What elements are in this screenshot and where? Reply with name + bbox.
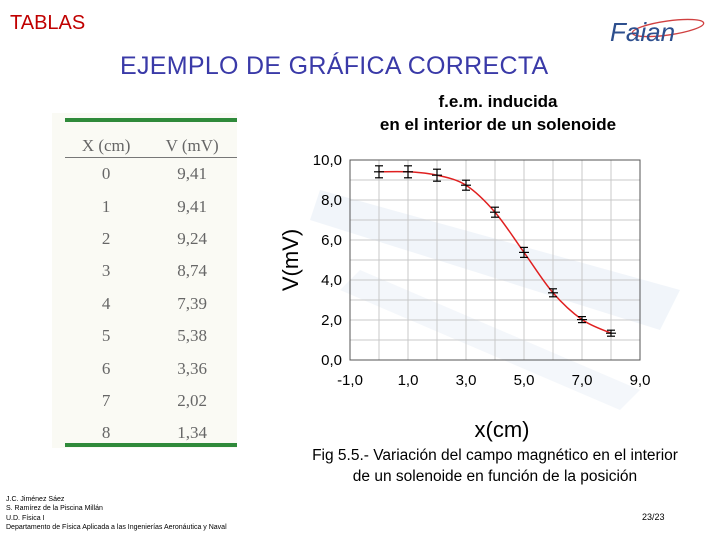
y-tick-label: 10,0 bbox=[313, 152, 342, 169]
table-row: 7 2,02 bbox=[65, 385, 237, 417]
cell-x: 3 bbox=[101, 261, 111, 281]
chart-title-line: f.e.m. inducida bbox=[438, 92, 558, 111]
data-point bbox=[374, 165, 384, 179]
credit-line: J.C. Jiménez Sáez bbox=[6, 496, 65, 503]
y-tick-label: 8,0 bbox=[321, 192, 342, 209]
x-tick-label: 7,0 bbox=[572, 372, 593, 389]
table-row: 4 7,39 bbox=[65, 288, 237, 320]
cell-v: 9,24 bbox=[177, 228, 207, 248]
caption-line-1: Fig 5.5.- Variación del campo magnético … bbox=[312, 447, 678, 464]
credit-line: Departamento de Física Aplicada a las In… bbox=[6, 523, 227, 531]
cell-v: 5,38 bbox=[177, 326, 207, 346]
credit-line: U.D. Física I bbox=[6, 514, 45, 522]
y-tick-label: 6,0 bbox=[321, 232, 342, 249]
x-tick-label: -1,0 bbox=[337, 372, 363, 389]
table-header-v: V (mV) bbox=[147, 135, 237, 158]
table-top-rule bbox=[65, 118, 237, 122]
table-row: 8 1,34 bbox=[65, 417, 237, 449]
data-point bbox=[432, 168, 442, 182]
plot-frame bbox=[349, 159, 641, 361]
y-tick-label: 4,0 bbox=[321, 272, 342, 289]
cell-x: 1 bbox=[101, 196, 111, 216]
data-table-panel: X (cm) V (mV) 0 9,41 1 9,41 2 9,24 3 8,74 4 7,39 5… bbox=[52, 113, 237, 448]
y-tick-label: 0,0 bbox=[321, 352, 342, 369]
cell-x: 5 bbox=[101, 326, 111, 346]
chart-tick-labels: -1,0 1,0 3,0 5,0 7,0 9,0 0,0 2,0 4,0 6,0 8,0 10,0 bbox=[313, 152, 651, 389]
table-row: 5 5,38 bbox=[65, 320, 237, 352]
cell-v: 8,74 bbox=[177, 261, 207, 281]
logo-text: Faian bbox=[610, 17, 675, 46]
figure-caption: Fig 5.5.- Variación del campo magnético … bbox=[270, 445, 720, 487]
x-tick-label: 1,0 bbox=[398, 372, 419, 389]
x-axis-label: x(cm) bbox=[475, 417, 530, 442]
y-axis-label: V(mV) bbox=[278, 229, 303, 291]
x-tick-label: 9,0 bbox=[630, 372, 651, 389]
cell-v: 1,34 bbox=[177, 423, 207, 443]
x-tick-label: 3,0 bbox=[456, 372, 477, 389]
data-point bbox=[461, 179, 471, 191]
credit-line: S. Ramírez de la Piscina Millán bbox=[6, 505, 103, 513]
data-table: X (cm) V (mV) 0 9,41 1 9,41 2 9,24 3 8,74 4 7,39 5… bbox=[65, 135, 237, 450]
cell-x: 6 bbox=[101, 358, 111, 378]
data-point bbox=[490, 206, 500, 218]
data-point bbox=[519, 246, 529, 258]
table-row: 3 8,74 bbox=[65, 255, 237, 287]
caption-line-2: de un solenoide en función de la posició… bbox=[352, 468, 638, 485]
section-label: TABLAS bbox=[10, 12, 86, 34]
cell-v: 7,39 bbox=[177, 293, 207, 313]
cell-v: 2,02 bbox=[177, 390, 207, 410]
data-point bbox=[403, 165, 413, 179]
x-tick-label: 5,0 bbox=[514, 372, 535, 389]
data-point bbox=[606, 329, 616, 337]
table-header-row: X (cm) V (mV) bbox=[65, 135, 237, 158]
chart-title: f.e.m. inducida en el interior de un sole… bbox=[380, 92, 616, 134]
page-number: 23/23 bbox=[642, 512, 665, 522]
cell-x: 2 bbox=[101, 228, 111, 248]
cell-v: 9,41 bbox=[177, 164, 207, 184]
cell-v: 3,36 bbox=[177, 358, 207, 378]
table-row: 2 9,24 bbox=[65, 223, 237, 255]
cell-v: 9,41 bbox=[177, 196, 207, 216]
chart-axes bbox=[349, 159, 641, 361]
chart-grid bbox=[349, 159, 641, 361]
chart: f.e.m. inducida en el interior de un sole… bbox=[278, 92, 651, 442]
chart-title-line: en el interior de un solenoide bbox=[380, 115, 616, 134]
cell-x: 0 bbox=[101, 164, 111, 184]
slide-subtitle: EJEMPLO DE GRÁFICA CORRECTA bbox=[120, 52, 549, 80]
data-point bbox=[577, 316, 587, 324]
y-tick-label: 2,0 bbox=[321, 312, 342, 329]
cell-x: 7 bbox=[101, 390, 111, 410]
table-row: 6 3,36 bbox=[65, 352, 237, 384]
table-row: 1 9,41 bbox=[65, 190, 237, 222]
data-point bbox=[548, 288, 558, 298]
credits: J.C. Jiménez Sáez S. Ramírez de la Pisci… bbox=[6, 495, 227, 532]
cell-x: 8 bbox=[101, 423, 111, 443]
table-row: 0 9,41 bbox=[65, 158, 237, 191]
table-header-x: X (cm) bbox=[65, 135, 148, 158]
table-bottom-rule bbox=[65, 443, 237, 447]
cell-x: 4 bbox=[101, 293, 111, 313]
chart-points bbox=[374, 165, 616, 337]
faian-logo: Faian bbox=[610, 17, 705, 46]
